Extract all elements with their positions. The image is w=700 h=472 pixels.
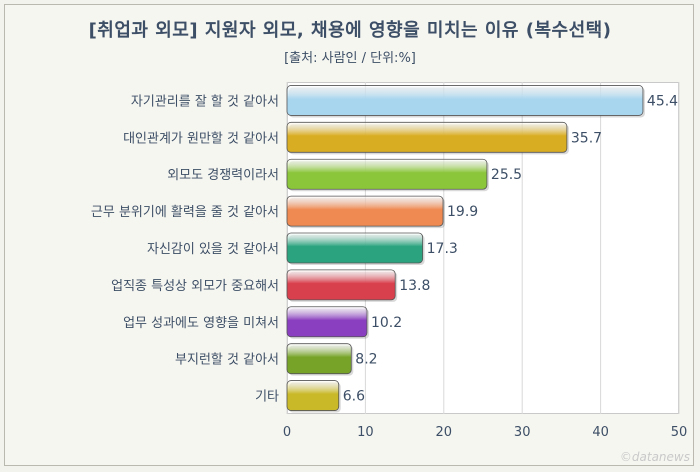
value-label: 17.3 — [427, 241, 458, 257]
x-tick-label: 0 — [283, 425, 291, 440]
value-label: 19.9 — [447, 204, 478, 220]
bar — [286, 343, 352, 375]
bar — [286, 306, 368, 338]
chart-title: [취업과 외모] 지원자 외모, 채용에 영향을 미치는 이유 (복수선택) — [88, 20, 612, 41]
value-label: 25.5 — [491, 167, 522, 183]
category-label: 외모도 경쟁력이라서 — [167, 168, 279, 183]
category-label: 부지런할 것 같아서 — [175, 353, 279, 368]
bar — [286, 380, 340, 411]
bar — [286, 158, 488, 190]
category-label: 근무 분위기에 활력을 줄 것 같아서 — [91, 205, 279, 220]
category-label: 업직종 특성상 외모가 중요해서 — [111, 279, 279, 294]
value-label: 10.2 — [371, 315, 402, 331]
bar — [286, 85, 644, 116]
bar — [286, 121, 568, 153]
value-label: 6.6 — [343, 389, 365, 405]
value-label: 35.7 — [571, 130, 602, 146]
chart-subtitle: [출처: 사람인 / 단위:%] — [284, 51, 416, 66]
x-tick-label: 40 — [592, 425, 609, 440]
x-tick-label: 30 — [514, 425, 531, 440]
category-label: 자신감이 있을 것 같아서 — [147, 242, 279, 257]
category-label: 기타 — [255, 390, 279, 405]
value-label: 45.4 — [647, 93, 678, 109]
value-label: 13.8 — [399, 278, 430, 294]
category-label: 자기관리를 잘 할 것 같아서 — [131, 94, 279, 109]
bar — [286, 195, 444, 227]
bar — [286, 269, 396, 301]
watermark: ©datanews — [619, 450, 690, 464]
category-label: 대인관계가 원만할 것 같아서 — [123, 131, 279, 146]
bar — [286, 232, 424, 264]
x-tick-label: 50 — [671, 425, 688, 440]
x-tick-label: 20 — [436, 425, 453, 440]
category-label: 업무 성과에도 영향을 미쳐서 — [123, 316, 279, 331]
value-label: 8.2 — [355, 352, 377, 368]
x-tick-label: 10 — [357, 425, 374, 440]
